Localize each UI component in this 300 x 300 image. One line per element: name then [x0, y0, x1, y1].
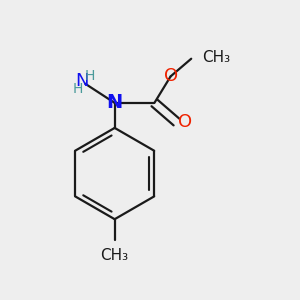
Text: H: H	[85, 69, 95, 83]
Text: CH₃: CH₃	[202, 50, 230, 65]
Text: O: O	[178, 113, 192, 131]
Text: H: H	[73, 82, 83, 96]
Text: CH₃: CH₃	[100, 248, 129, 263]
Text: N: N	[106, 93, 123, 112]
Text: N: N	[76, 72, 89, 90]
Text: O: O	[164, 68, 178, 85]
